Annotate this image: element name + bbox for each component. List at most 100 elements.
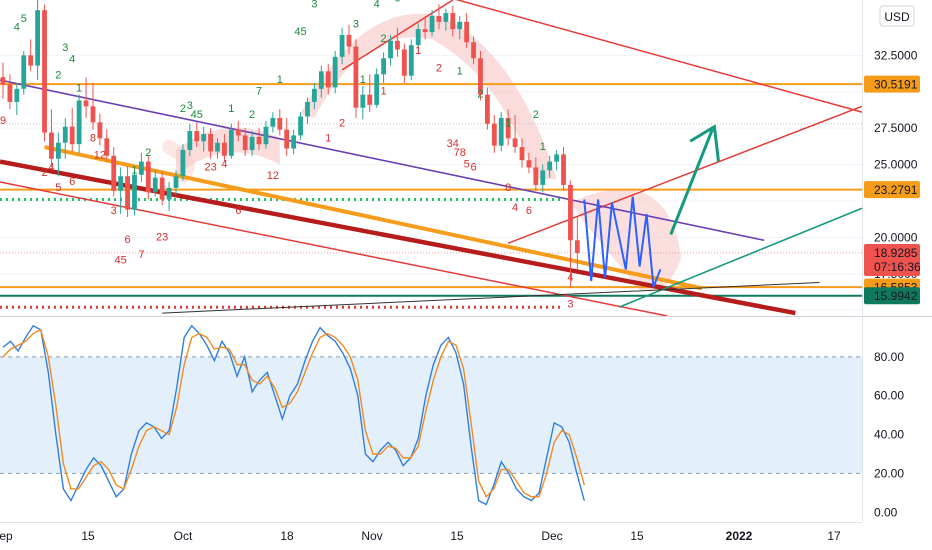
stochastic-tick-label: 80.00 <box>874 350 904 364</box>
time-tick-label: ep <box>0 529 13 543</box>
candle-body <box>464 21 470 43</box>
price-tag-label: 23.2791 <box>874 183 918 197</box>
price-tick-label: 32.5000 <box>874 48 918 62</box>
candle-body <box>478 58 483 95</box>
candle-body <box>298 116 303 136</box>
candle-body <box>422 29 428 33</box>
candle-body <box>62 126 68 143</box>
up-arrow-shaft <box>669 129 714 236</box>
candle-body <box>180 149 186 177</box>
candle-body <box>381 58 386 75</box>
candle-body <box>97 122 103 139</box>
candle-body <box>201 133 207 142</box>
candle-body <box>256 136 262 145</box>
candle-body <box>208 133 213 152</box>
td-count-label: 34 <box>447 138 459 150</box>
candle-body <box>118 176 124 191</box>
price-tag-bg <box>864 243 920 276</box>
td-count-label: 2 <box>477 89 483 101</box>
stochastic-tick-label: 60.00 <box>874 389 904 403</box>
td-count-label: 5 <box>55 182 61 194</box>
candle-body <box>228 129 234 156</box>
td-count-label: 4 <box>69 54 75 66</box>
currency-button-label: USD <box>884 10 910 24</box>
candle-body <box>173 176 179 188</box>
td-count-label: 23 <box>156 231 168 243</box>
candle-body <box>159 177 165 200</box>
stochastic-pane[interactable] <box>0 324 862 506</box>
td-count-label: 1 <box>540 141 546 153</box>
channel-top-line <box>455 0 863 113</box>
time-tick-labels: ep 15 Oct 18 Nov 15 Dec 15 2022 17 <box>0 529 841 543</box>
td-count-label: 4 <box>374 0 380 10</box>
time-axis[interactable]: ep 15 Oct 18 Nov 15 Dec 15 2022 17 <box>0 522 862 544</box>
td-count-label: 23 <box>204 161 216 173</box>
time-tick-label: 15 <box>81 529 95 543</box>
candle-body <box>395 40 400 50</box>
td-count-label: 6 <box>470 161 476 173</box>
price-tag-countdown: 07:16:36 <box>874 260 921 274</box>
candle-body <box>263 126 269 145</box>
td-count-label: 78 <box>454 147 466 159</box>
td-count-label: 6 <box>394 0 400 4</box>
td-count-label: 6 <box>69 176 75 188</box>
candle-body <box>325 71 331 88</box>
td-count-label: 1 <box>415 45 421 57</box>
candle-body <box>152 177 158 193</box>
price-tag-bg <box>864 287 920 305</box>
td-count-label: 45 <box>191 109 203 121</box>
td-count-label: 4 <box>512 202 518 214</box>
td-count-label: 6 <box>124 234 130 246</box>
td-count-label: 1 <box>360 74 366 86</box>
td-count-label: 4 <box>567 272 573 284</box>
td-count-label: 2 <box>436 62 442 74</box>
candle-body <box>512 138 518 148</box>
td-count-label: 4 <box>14 22 20 34</box>
purple-trendline <box>0 79 765 242</box>
td-count-label: 6 <box>235 205 241 217</box>
candle-body <box>457 21 463 30</box>
td-count-label: 7 <box>256 86 262 98</box>
td-count-label: 3 <box>187 100 193 112</box>
zigzag-projection <box>583 196 662 288</box>
td-count-label: 3 <box>567 298 573 310</box>
td-count-label: 1 <box>131 164 137 176</box>
candle-body <box>312 88 317 102</box>
currency-button-frame <box>879 5 915 27</box>
td-count-label: 2 <box>249 109 255 121</box>
candle-body <box>222 142 227 156</box>
td-count-label: 7 <box>138 249 144 261</box>
candle-body <box>415 29 421 46</box>
candle-body <box>471 42 476 59</box>
currency-button[interactable]: USD <box>879 5 915 27</box>
candle-body <box>568 184 573 241</box>
time-tick-label: 15 <box>630 529 644 543</box>
candle-body <box>305 101 310 117</box>
candle-body <box>194 131 200 142</box>
channel-rising-line <box>507 105 863 244</box>
td-count-label: 8 <box>505 182 511 194</box>
stochastic-d-line <box>2 328 586 498</box>
td-count-label: 1 <box>76 83 82 95</box>
candle-body <box>284 129 290 149</box>
td-count-label: 1 <box>277 74 283 86</box>
price-tick-label: 27.5000 <box>874 121 918 135</box>
stochastic-tick-label: 0.00 <box>874 505 898 519</box>
td-count-label: 4 <box>48 161 54 173</box>
candle-body <box>346 34 352 47</box>
td-count-label: 2 <box>145 147 151 159</box>
candle-body <box>235 129 241 136</box>
td-count-label: 1 <box>325 132 331 144</box>
stochastic-tick-label: 20.00 <box>874 466 904 480</box>
price-tag-label: 15.9942 <box>874 289 918 303</box>
td-count-label: 2 <box>339 118 345 130</box>
candle-body <box>374 74 380 105</box>
candle-body <box>291 135 297 149</box>
price-tick-label: 20.0000 <box>874 230 918 244</box>
price-tag-label: 30.5191 <box>874 78 918 92</box>
td-count-label: 1 <box>228 103 234 115</box>
td-count-label: 2 <box>55 70 61 82</box>
